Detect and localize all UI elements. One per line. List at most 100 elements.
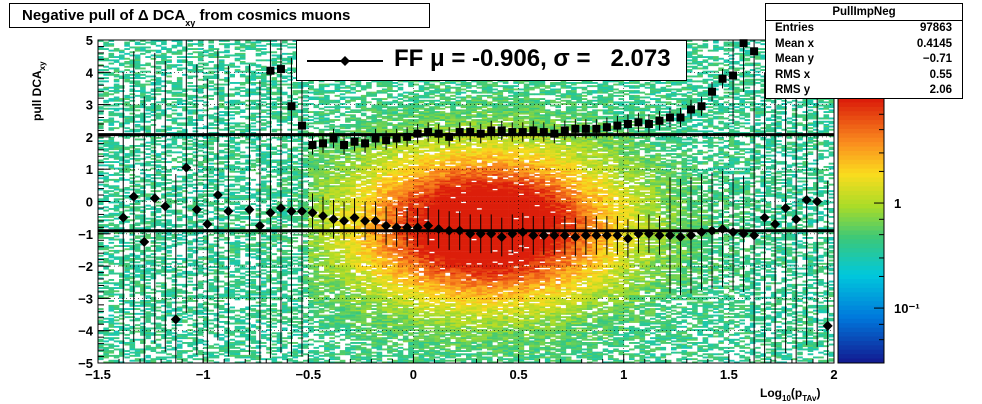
heatmap-cell: [176, 132, 183, 134]
heatmap-cell: [203, 280, 209, 283]
heatmap-cell: [282, 280, 288, 283]
heatmap-cell: [266, 304, 272, 307]
heatmap-cell: [266, 266, 272, 268]
heatmap-cell: [98, 125, 104, 128]
heatmap-cell: [224, 293, 230, 296]
heatmap-cell: [287, 261, 293, 264]
heatmap-cell: [129, 130, 136, 133]
heatmap-cell: [182, 157, 188, 160]
heatmap-cell: [213, 325, 220, 328]
heatmap-cell: [271, 279, 278, 281]
heatmap-cell: [329, 187, 335, 189]
heatmap-cell: [203, 319, 209, 322]
heatmap-cell: [292, 154, 299, 157]
heatmap-cell: [308, 225, 314, 228]
heatmap-cell: [176, 193, 183, 196]
heatmap-cell: [208, 233, 214, 236]
heatmap-cell: [155, 190, 162, 193]
heatmap-cell: [255, 149, 262, 152]
heatmap-cell: [150, 206, 157, 209]
heatmap-cell: [171, 180, 178, 183]
heatmap-cell: [245, 80, 251, 83]
heatmap-cell: [218, 96, 225, 99]
heatmap-cell: [239, 316, 246, 319]
heatmap-cell: [292, 115, 299, 118]
heatmap-cell: [297, 109, 304, 112]
heatmap-cell: [324, 301, 330, 304]
heatmap-cell: [124, 356, 130, 359]
heatmap-cell: [318, 203, 325, 205]
heatmap-cell: [113, 206, 120, 209]
heatmap-cell: [150, 225, 157, 228]
heatmap-cell: [108, 333, 115, 336]
heatmap-cell: [192, 295, 199, 298]
heatmap-cell: [140, 93, 146, 96]
heatmap-cell: [197, 117, 204, 120]
heatmap-cell: [261, 241, 267, 244]
heatmap-cell: [261, 280, 267, 283]
heatmap-cell: [239, 272, 246, 275]
heatmap-cell: [303, 103, 309, 105]
heatmap-cell: [297, 311, 304, 314]
heatmap-cell: [329, 304, 335, 307]
heatmap-cell: [197, 327, 204, 330]
heatmap-cell: [119, 259, 125, 262]
heatmap-cell: [192, 174, 199, 176]
heatmap-cell: [113, 290, 120, 293]
heatmap-cell: [187, 191, 193, 194]
heatmap-cell: [176, 86, 183, 89]
heatmap-cell: [318, 167, 325, 170]
heatmap-cell: [318, 237, 325, 239]
heatmap-cell: [276, 149, 283, 152]
heatmap-cell: [113, 145, 120, 147]
heatmap-cell: [140, 253, 146, 256]
heatmap-cell: [250, 248, 257, 251]
heatmap-cell: [308, 136, 314, 139]
heatmap-cell: [255, 264, 262, 267]
heatmap-cell: [150, 190, 157, 193]
heatmap-cell: [271, 309, 278, 312]
heatmap-cell: [224, 167, 230, 170]
heatmap-cell: [145, 225, 151, 228]
heatmap-cell: [229, 157, 235, 160]
heatmap-cell: [308, 164, 314, 167]
heatmap-cell: [213, 180, 220, 183]
heatmap-cell: [119, 195, 125, 197]
heatmap-cell: [187, 249, 193, 252]
heatmap-cell: [276, 233, 283, 236]
heatmap-cell: [134, 77, 141, 79]
heatmap-cell: [292, 219, 299, 222]
heatmap-cell: [224, 350, 230, 352]
heatmap-cell: [318, 340, 325, 343]
heatmap-cell: [103, 195, 109, 197]
heatmap-cell: [318, 180, 325, 183]
heatmap-cell: [266, 103, 272, 105]
heatmap-cell: [239, 187, 246, 189]
heatmap-cell: [108, 361, 115, 364]
heatmap-cell: [176, 211, 183, 214]
heatmap-cell: [208, 287, 214, 289]
heatmap-cell: [287, 159, 293, 162]
heatmap-cell: [255, 296, 262, 299]
heatmap-cell: [176, 156, 183, 159]
heatmap-cell: [103, 69, 109, 71]
heatmap-cell: [134, 106, 141, 109]
heatmap-cell: [98, 107, 104, 110]
heatmap-cell: [161, 285, 167, 288]
heatmap-cell: [276, 145, 283, 147]
heatmap-cell: [192, 187, 199, 189]
heatmap-cell: [119, 227, 125, 230]
heatmap-cell: [161, 187, 167, 189]
heatmap-cell: [255, 312, 262, 315]
heatmap-cell: [108, 254, 115, 257]
heatmap-cell: [171, 309, 178, 312]
heatmap-cell: [282, 287, 288, 289]
heatmap-cell: [287, 351, 293, 354]
heatmap-cell: [161, 48, 167, 50]
heatmap-cell: [134, 209, 141, 212]
heatmap-cell: [140, 172, 146, 175]
heatmap-cell: [129, 64, 136, 67]
heatmap-cell: [245, 191, 251, 194]
heatmap-cell: [292, 172, 299, 175]
heatmap-cell: [324, 198, 330, 201]
